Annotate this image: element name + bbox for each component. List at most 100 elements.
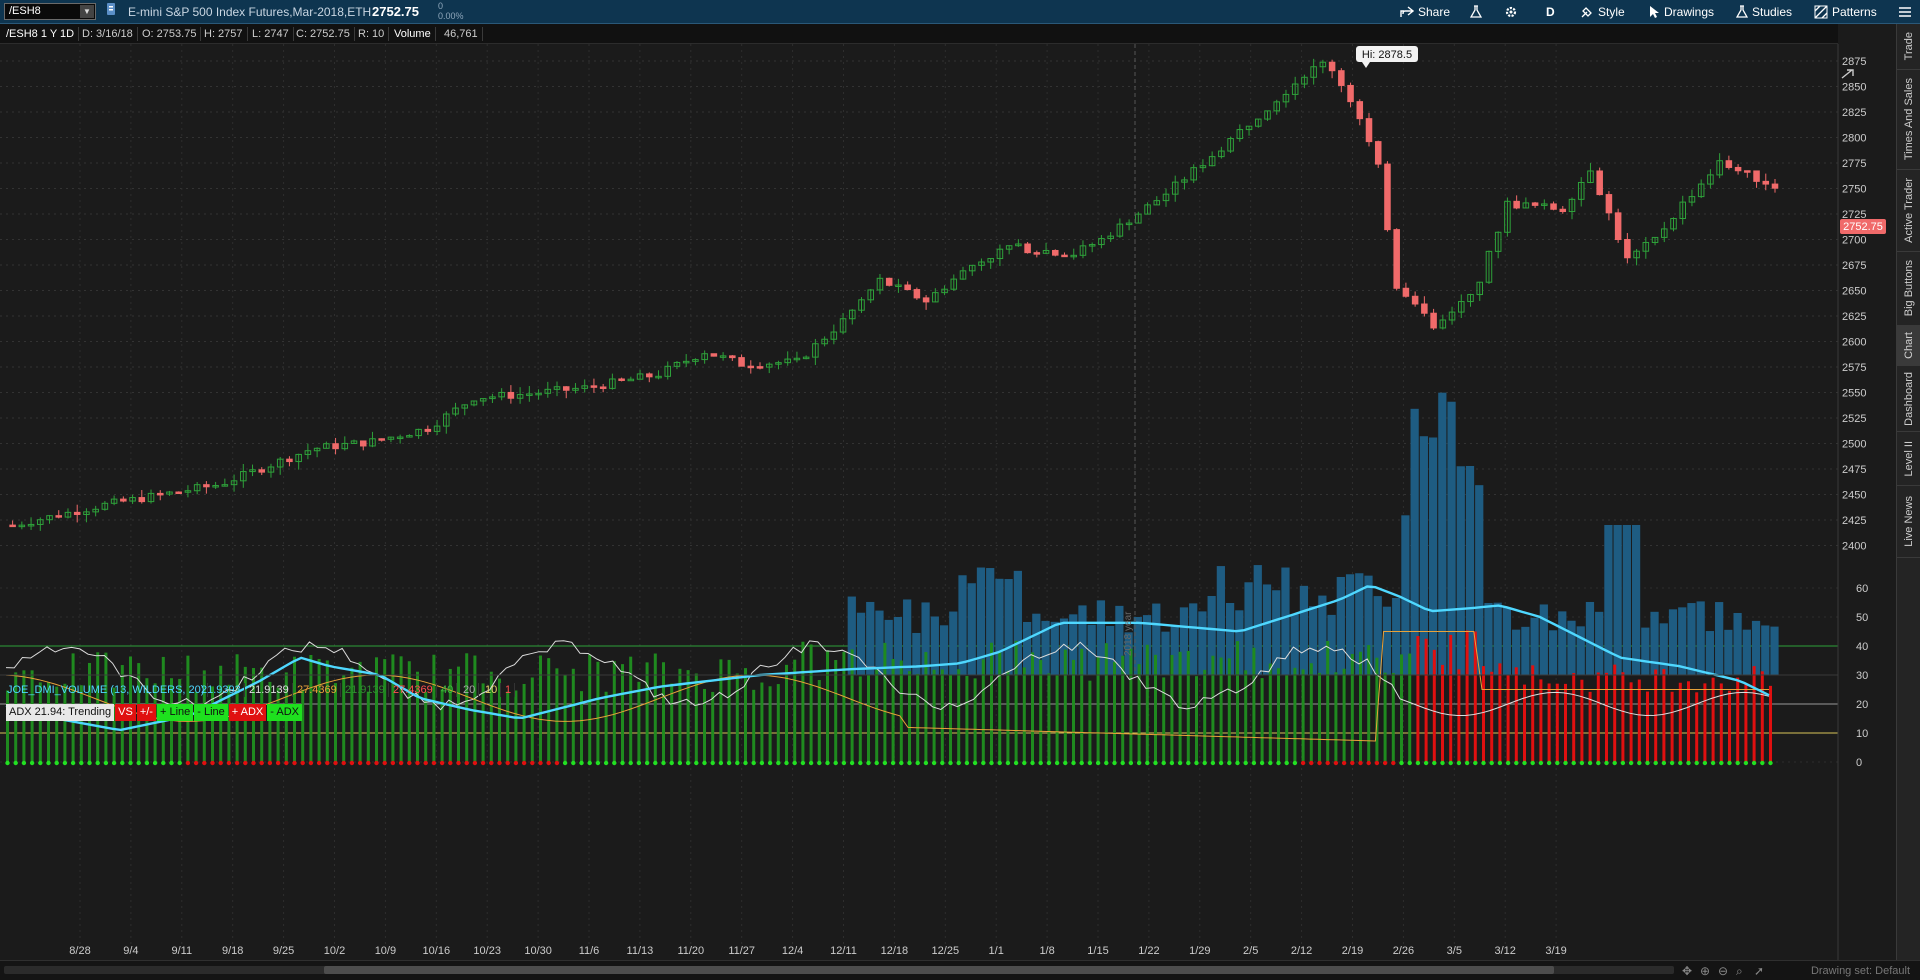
aggregation-button[interactable]: D — [1546, 0, 1555, 24]
rail-tab-trade[interactable]: Trade — [1897, 24, 1920, 70]
candle-body — [443, 413, 450, 427]
state-dot — [390, 760, 396, 766]
dmi-bar — [47, 681, 50, 762]
candle-body — [18, 524, 26, 528]
dmi-bar — [194, 692, 198, 762]
patterns-button[interactable]: Patterns — [1814, 0, 1877, 24]
volume-bar — [1678, 607, 1687, 675]
dmi-bar — [1014, 640, 1018, 762]
volume-bar — [1604, 525, 1613, 675]
rail-tab-level-ii[interactable]: Level II — [1897, 432, 1920, 486]
candle-body — [1125, 222, 1133, 226]
rail-tab-live-news[interactable]: Live News — [1897, 486, 1920, 558]
scrollbar-thumb[interactable] — [324, 966, 1554, 974]
dmi-bar — [506, 691, 510, 762]
magnifier-icon[interactable]: ⌕ — [1736, 964, 1743, 978]
candle-body — [1697, 183, 1705, 198]
rail-tab-times-and-sales[interactable]: Times And Sales — [1897, 70, 1920, 170]
candle-body — [1504, 200, 1511, 233]
zoom-in-icon[interactable]: ⊕ — [1700, 964, 1711, 978]
state-dot — [751, 760, 756, 766]
dmi-bar — [1359, 651, 1362, 762]
dmi-bar — [949, 674, 952, 762]
state-dot — [341, 760, 346, 766]
dmi-bar — [785, 664, 788, 762]
menu-button[interactable] — [1898, 0, 1912, 24]
volume-bar — [1373, 596, 1382, 675]
candle-body — [682, 360, 690, 364]
candle-body — [332, 443, 339, 450]
volume-bar — [1512, 629, 1521, 675]
dmi-bar — [473, 655, 477, 762]
dmi-bar — [1375, 657, 1379, 762]
volume-bar — [1345, 574, 1355, 675]
date-tick-label: 9/25 — [273, 945, 294, 957]
rail-tab-dashboard[interactable]: Dashboard — [1897, 366, 1920, 432]
dmi-bar — [1186, 650, 1190, 762]
dmi-bar — [1490, 671, 1494, 762]
chevron-down-icon[interactable]: ▼ — [80, 5, 94, 18]
style-button[interactable]: Style — [1580, 0, 1625, 24]
dmi-bar — [760, 682, 764, 762]
studies-button[interactable]: Studies — [1736, 0, 1792, 24]
time-scrollbar[interactable] — [4, 966, 1674, 974]
drawings-button[interactable]: Drawings — [1648, 0, 1714, 24]
dmi-bar — [317, 658, 321, 762]
rail-tab-active-trader[interactable]: Active Trader — [1897, 170, 1920, 252]
volume-bar — [856, 612, 866, 675]
volume-bar — [967, 583, 976, 675]
state-dot — [1300, 760, 1306, 766]
share-button[interactable]: Share — [1400, 0, 1450, 24]
chart-tool-icon[interactable] — [1841, 69, 1854, 79]
symbol-link-icon[interactable] — [106, 0, 116, 24]
volume-label: Volume — [390, 27, 436, 41]
pan-icon[interactable]: ✥ — [1682, 964, 1693, 978]
candle-body — [507, 391, 515, 399]
candle-body — [369, 438, 376, 447]
dmi-bar — [1695, 692, 1699, 762]
dmi-bar — [334, 683, 337, 762]
state-dot — [1235, 760, 1240, 766]
candle-body — [1162, 193, 1170, 202]
candle-body — [978, 261, 985, 266]
dmi-bar — [1596, 672, 1600, 762]
adx-tick-label: 10 — [1856, 728, 1868, 740]
date-tick-label: 9/4 — [123, 945, 138, 957]
volume-bar — [1115, 605, 1124, 675]
dmi-bar — [1605, 672, 1608, 762]
state-dot — [890, 760, 896, 766]
dmi-bar — [1670, 691, 1674, 762]
dmi-bar — [612, 661, 616, 762]
zoom-out-icon[interactable]: ⊖ — [1718, 964, 1729, 978]
symbol-input[interactable]: /ESH8 ▼ — [4, 3, 96, 20]
volume-bar — [1447, 401, 1456, 675]
candle-body — [1439, 319, 1447, 329]
flask-button[interactable] — [1470, 0, 1482, 24]
chart-period[interactable]: /ESH8 1 Y 1D — [2, 27, 80, 41]
state-dot — [136, 760, 141, 766]
dmi-bar — [645, 662, 649, 762]
state-dot — [111, 760, 117, 766]
style-icon — [1581, 7, 1592, 18]
volume-bar — [1216, 566, 1225, 675]
price-tick-label: 2400 — [1842, 541, 1866, 553]
state-dot — [210, 760, 215, 766]
settings-button[interactable] — [1504, 0, 1518, 24]
dmi-bar — [1203, 669, 1207, 762]
candle-body — [1365, 118, 1373, 143]
candle-body — [64, 511, 72, 518]
dmi-bar — [801, 641, 805, 762]
state-dot — [308, 760, 314, 766]
state-dot — [357, 760, 363, 766]
drawing-set-label[interactable]: Drawing set: Default — [1810, 965, 1910, 977]
candle-body — [858, 299, 865, 311]
pointer-icon[interactable]: ➚ — [1754, 964, 1765, 978]
rail-tab-big-buttons[interactable]: Big Buttons — [1897, 252, 1920, 326]
candle-body — [110, 498, 118, 504]
study-name[interactable]: JOE_DMI_VOLUME (13, WILDERS, 20) — [4, 683, 209, 697]
state-dot — [972, 760, 978, 766]
rail-tab-chart[interactable]: Chart — [1897, 326, 1920, 366]
candlesticks[interactable] — [9, 58, 1779, 531]
volume-bar — [1207, 595, 1216, 675]
chart-area[interactable]: 2875 2850 2825 2800 2775 2750 2725 2700 2675 2650… — [0, 44, 1896, 960]
